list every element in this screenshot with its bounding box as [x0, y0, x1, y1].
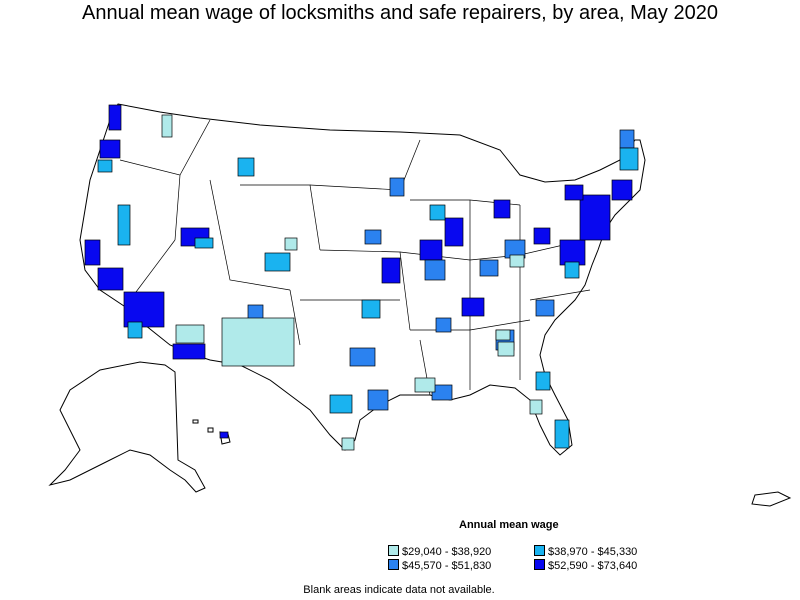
area-new-mexico [221, 317, 295, 367]
area-nevada [117, 204, 131, 246]
area-san-antonio [329, 394, 353, 414]
area-oregon-coast [97, 159, 113, 173]
legend: Annual mean wage $29,040 - $38,920 $38,9… [384, 519, 684, 579]
area-mississippi [414, 377, 436, 393]
area-memphis [435, 317, 452, 333]
legend-label-2: $45,570 - $51,830 [402, 560, 492, 572]
area-detroit [493, 199, 511, 219]
area-chicago [444, 217, 464, 247]
area-pittsburgh [533, 227, 551, 245]
hawaii-island-maui [207, 427, 214, 433]
area-wisconsin [429, 204, 446, 221]
map-title: Annual mean wage of locksmiths and safe … [82, 2, 718, 24]
area-sf-bay [84, 239, 101, 266]
area-minneapolis [389, 177, 405, 197]
footnote: Blank areas indicate data not available. [303, 584, 495, 596]
legend-item-0: $29,040 - $38,920 [388, 545, 491, 558]
area-portland [99, 139, 121, 159]
area-denver [264, 252, 291, 272]
legend-label-1: $38,970 - $45,330 [548, 546, 638, 558]
alaska-outline [48, 361, 206, 493]
legend-title: Annual mean wage [459, 519, 559, 531]
area-west-virginia [509, 254, 525, 268]
area-arizona-east [175, 324, 205, 344]
area-new-orleans [431, 384, 453, 401]
area-hawaii-maui [219, 431, 229, 439]
area-montana [161, 114, 173, 138]
area-la [97, 267, 124, 291]
area-houston [367, 389, 389, 411]
area-northeast-corridor [579, 194, 611, 241]
legend-swatch-2 [388, 559, 399, 570]
map-outlines [48, 103, 792, 507]
area-kansas-city [381, 257, 401, 284]
area-maine [619, 129, 635, 149]
area-colorado-north [284, 237, 298, 251]
legend-item-2: $45,570 - $51,830 [388, 559, 491, 572]
area-carolinas [564, 261, 580, 279]
hawaii-island-oahu [192, 419, 199, 424]
legend-label-3: $52,590 - $73,640 [548, 560, 638, 572]
area-boise [237, 157, 255, 177]
wage-area-fills [84, 104, 639, 451]
area-san-diego [127, 321, 143, 339]
area-seattle [108, 104, 122, 131]
area-nashville [461, 297, 485, 317]
area-louisville [479, 259, 499, 277]
legend-item-3: $52,590 - $73,640 [534, 559, 637, 572]
area-charlotte [535, 299, 555, 317]
legend-swatch-0 [388, 545, 399, 556]
area-texas-south [341, 437, 355, 451]
area-tennessee-east [495, 329, 511, 341]
area-florida-north [529, 399, 543, 415]
area-st-louis [424, 259, 446, 281]
area-phoenix [172, 343, 206, 360]
puerto-rico-outline [751, 491, 792, 507]
area-jacksonville [535, 371, 551, 391]
legend-swatch-1 [534, 545, 545, 556]
legend-swatch-3 [534, 559, 545, 570]
legend-item-1: $38,970 - $45,330 [534, 545, 637, 558]
area-las-vegas [123, 291, 165, 328]
area-georgia-south [497, 341, 515, 357]
area-new-england [619, 147, 639, 171]
area-dallas [349, 347, 376, 367]
area-florida-west [554, 419, 570, 449]
area-upstate-ny [564, 184, 584, 201]
area-utah-south [194, 237, 214, 249]
area-oklahoma [361, 299, 381, 319]
legend-label-0: $29,040 - $38,920 [402, 546, 492, 558]
area-indianapolis [419, 239, 443, 261]
area-dc [559, 239, 586, 266]
area-boston [611, 179, 633, 201]
area-des-moines [364, 229, 382, 245]
